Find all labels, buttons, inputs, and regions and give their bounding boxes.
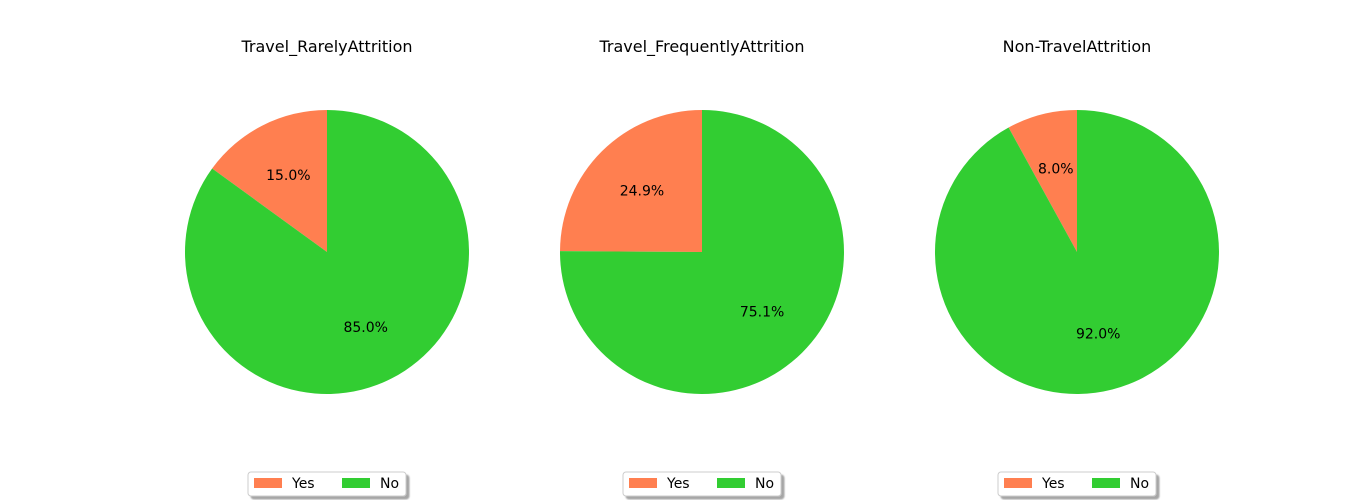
pie-chart-3: Non-TravelAttrition 8.0% 92.0% Yes No <box>934 37 1219 497</box>
chart-title: Travel_FrequentlyAttrition <box>598 37 804 57</box>
legend-swatch-yes <box>629 478 657 488</box>
slice-percent-label: 75.1% <box>740 304 784 320</box>
legend-label-yes: Yes <box>291 476 315 492</box>
legend-swatch-yes <box>254 478 282 488</box>
pie-slice-yes <box>212 110 327 252</box>
pie-chart-1: Travel_RarelyAttrition 15.0% 85.0% Yes No <box>184 37 469 497</box>
legend: Yes No <box>997 471 1157 497</box>
pie-slice-no <box>934 110 1219 394</box>
pie-slice-yes <box>560 110 702 252</box>
legend-swatch-no <box>342 478 370 488</box>
slice-percent-label: 24.9% <box>620 184 664 200</box>
legend-label-yes: Yes <box>1041 476 1065 492</box>
slice-percent-label: 8.0% <box>1038 161 1074 177</box>
pie-slice-yes <box>1008 110 1077 252</box>
chart-title: Travel_RarelyAttrition <box>241 37 413 57</box>
legend: Yes No <box>622 471 782 497</box>
legend-label-yes: Yes <box>666 476 690 492</box>
legend-swatch-no <box>1092 478 1120 488</box>
legend: Yes No <box>247 471 407 497</box>
slice-percent-label: 85.0% <box>343 320 387 336</box>
pie-slice-no <box>559 110 844 394</box>
slice-percent-label: 15.0% <box>266 168 310 184</box>
chart-title: Non-TravelAttrition <box>1003 37 1152 56</box>
legend-swatch-no <box>717 478 745 488</box>
legend-label-no: No <box>1130 476 1149 492</box>
slice-percent-label: 92.0% <box>1076 327 1120 343</box>
pie-chart-2: Travel_FrequentlyAttrition 24.9% 75.1% Yes N… <box>559 37 844 497</box>
legend-label-no: No <box>755 476 774 492</box>
legend-swatch-yes <box>1004 478 1032 488</box>
legend-label-no: No <box>380 476 399 492</box>
pie-slice-no <box>184 110 469 394</box>
